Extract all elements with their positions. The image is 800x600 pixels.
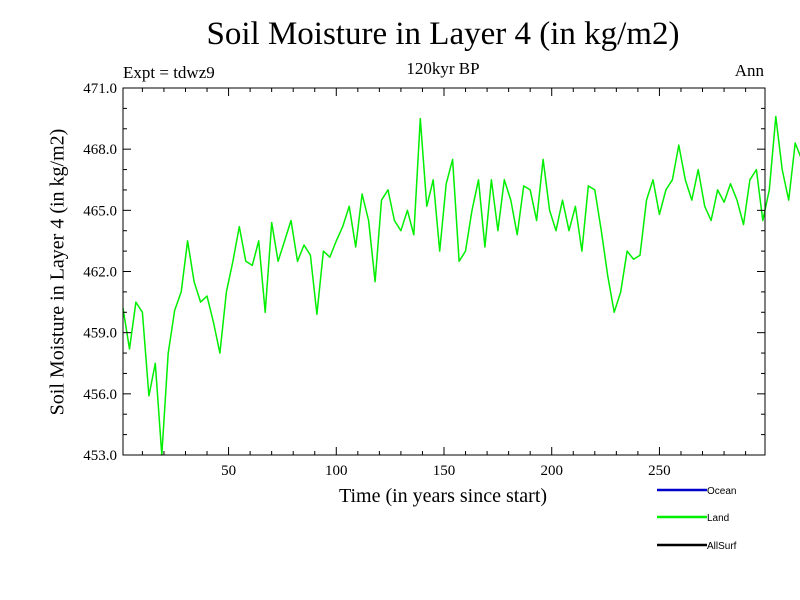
chart-title: Soil Moisture in Layer 4 (in kg/m2) (206, 16, 680, 52)
experiment-label: Expt = tdwz9 (123, 63, 215, 82)
plot-frame (122, 87, 766, 456)
x-axis-label: Time (in years since start) (338, 485, 548, 507)
x-tick-label: 50 (221, 463, 236, 479)
legend-label-allsurf: AllSurf (707, 541, 737, 552)
season-label: Ann (734, 61, 764, 80)
legend-label-land: Land (707, 513, 729, 524)
y-tick-label: 468.0 (83, 142, 117, 158)
y-tick-label: 456.0 (83, 387, 117, 403)
x-tick-label: 200 (540, 463, 563, 479)
x-tick-label: 100 (325, 463, 348, 479)
y-tick-label: 459.0 (83, 326, 117, 342)
y-tick-label: 453.0 (83, 448, 117, 464)
legend-label-ocean: Ocean (707, 486, 736, 497)
x-tick-label: 150 (433, 463, 456, 479)
series-line-land (122, 115, 800, 456)
x-tick-label: 250 (648, 463, 671, 479)
y-tick-label: 465.0 (83, 203, 117, 219)
y-tick-label: 462.0 (83, 265, 117, 281)
chart-subtitle: 120kyr BP (406, 59, 480, 78)
y-tick-label: 471.0 (83, 81, 117, 97)
